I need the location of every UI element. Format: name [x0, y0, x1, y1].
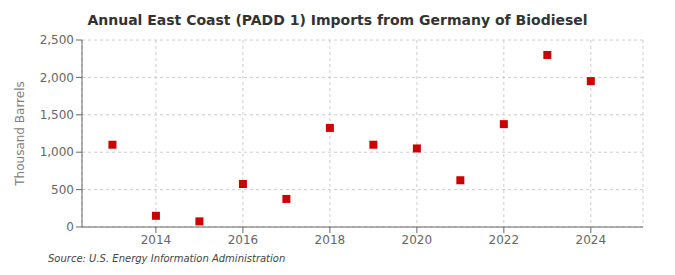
html-text:Annual East Coast (PADD 1) Imp: Annual East Coast (PADD 1) Imports from … — [87, 12, 588, 28]
svg-text:1,000: 1,000 — [40, 145, 74, 159]
svg-text:0: 0 — [66, 220, 74, 234]
svg-text:2018: 2018 — [315, 233, 346, 247]
svg-text:2022: 2022 — [489, 233, 520, 247]
svg-text:Thousand Barrels: Thousand Barrels — [13, 81, 27, 186]
svg-text:2,500: 2,500 — [40, 33, 74, 47]
html-text:Source: U.S. Energy Informatio: Source: U.S. Energy Information Administ… — [48, 253, 286, 264]
svg-text:2016: 2016 — [228, 233, 259, 247]
svg-text:500: 500 — [51, 183, 74, 197]
svg-text:2,000: 2,000 — [40, 71, 74, 85]
svg-text:2020: 2020 — [402, 233, 433, 247]
svg-text:2014: 2014 — [141, 233, 172, 247]
svg-text:1,500: 1,500 — [40, 108, 74, 122]
svg-text:2024: 2024 — [576, 233, 607, 247]
